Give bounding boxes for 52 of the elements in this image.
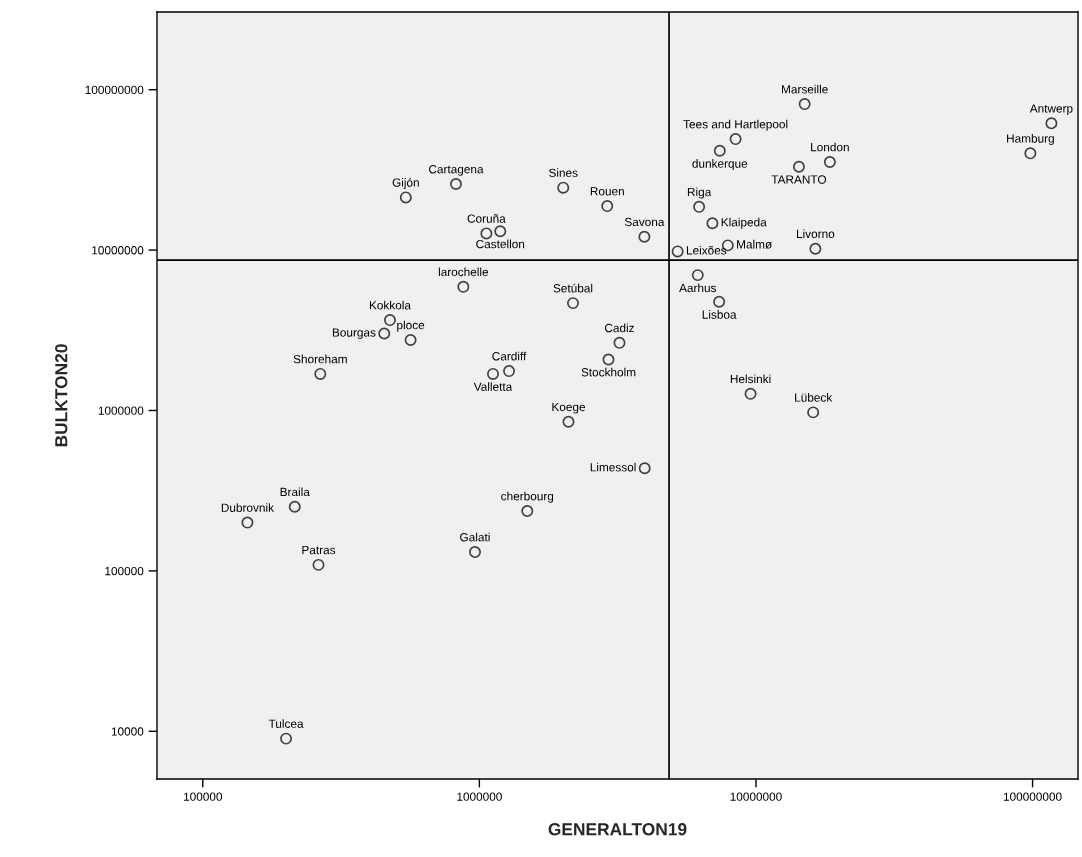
annotation: Sines bbox=[549, 168, 578, 177]
annotation: Malmø bbox=[737, 239, 772, 249]
annotation: Braila bbox=[280, 487, 310, 497]
annotation: Livorno bbox=[796, 229, 835, 239]
annotation: dunkerque bbox=[692, 159, 748, 171]
annotation: Gijón bbox=[392, 177, 419, 190]
annotation: Leixões bbox=[686, 245, 727, 255]
annotation: Cartagena bbox=[429, 165, 484, 176]
x-tick-label: 100000 bbox=[184, 792, 223, 801]
annotation: Galati bbox=[460, 532, 490, 542]
annotation: Tees and Hartlepool bbox=[683, 119, 788, 131]
annotation: Patras bbox=[302, 545, 336, 555]
annotation: Lübeck bbox=[795, 393, 833, 402]
annotation: London bbox=[811, 142, 849, 152]
annotation: Valletta bbox=[473, 382, 513, 391]
x-tick-label: 1000000 bbox=[457, 792, 502, 801]
annotation: Shoreham bbox=[293, 354, 347, 364]
x-axis-title: GENERALTON19 bbox=[548, 823, 687, 836]
annotation: Antwerp bbox=[1029, 104, 1073, 115]
annotation: Setúbal bbox=[553, 283, 593, 293]
y-tick-label: 100000000 bbox=[85, 85, 144, 95]
annotation: Klaipeda bbox=[721, 217, 767, 229]
annotation: Cardiff bbox=[492, 351, 527, 361]
annotation: Riga bbox=[687, 187, 712, 199]
y-tick-label: 100000 bbox=[105, 566, 144, 576]
annotation: Hamburg bbox=[1007, 134, 1054, 145]
x-tick-label: 100000000 bbox=[1003, 792, 1062, 801]
annotation: ploce bbox=[397, 320, 425, 332]
annotation: cherbourg bbox=[501, 491, 554, 503]
annotation: Limessol bbox=[590, 462, 636, 472]
annotation: larochelle bbox=[438, 267, 489, 277]
annotation: Kokkola bbox=[369, 300, 411, 310]
y-tick-label: 10000 bbox=[111, 727, 144, 736]
annotation: Cadiz bbox=[604, 323, 634, 333]
annotation: Koege bbox=[552, 402, 586, 414]
annotation: Lisboa bbox=[702, 310, 737, 319]
y-axis-title: BULKTON20 bbox=[55, 344, 68, 447]
annotation: Dubrovnik bbox=[221, 503, 275, 512]
annotation: Bourgas bbox=[332, 328, 376, 339]
annotation: Helsinki bbox=[730, 374, 771, 384]
x-tick-label: 10000000 bbox=[730, 792, 782, 801]
annotation: Marseille bbox=[782, 84, 828, 94]
y-tick-label: 1000000 bbox=[98, 406, 144, 415]
annotation: Savona bbox=[624, 217, 665, 227]
annotation: Tulcea bbox=[268, 719, 304, 728]
annotation: Aarhus bbox=[679, 283, 717, 293]
annotation: Castellon bbox=[476, 239, 525, 249]
annotation: Rouen bbox=[590, 187, 624, 196]
annotation: Coruña bbox=[467, 214, 506, 223]
annotation: TARANTO bbox=[771, 175, 827, 184]
y-tick-label: 10000000 bbox=[92, 246, 144, 255]
annotation: Stockholm bbox=[581, 367, 636, 377]
